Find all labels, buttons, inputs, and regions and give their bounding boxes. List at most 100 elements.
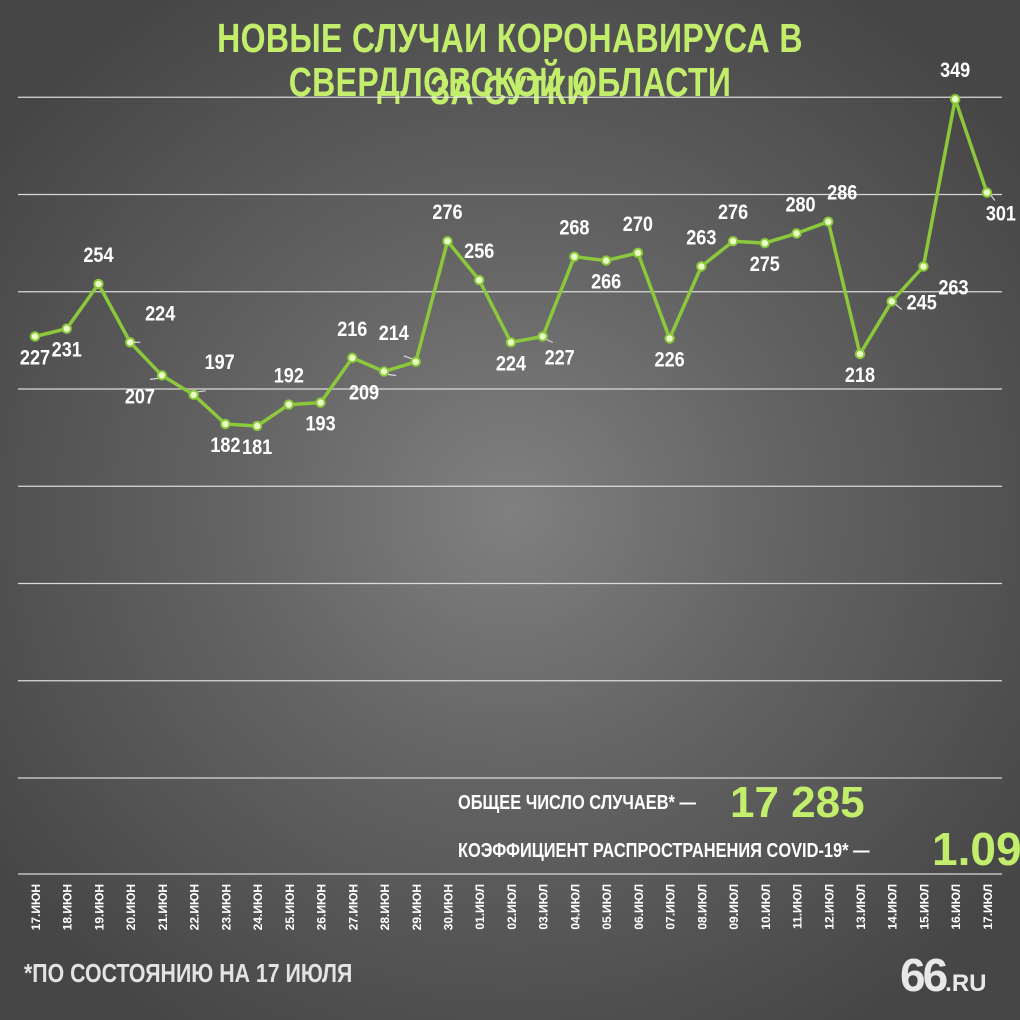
label-leader bbox=[895, 304, 903, 310]
data-label: 276 bbox=[718, 201, 748, 225]
data-point bbox=[854, 348, 866, 360]
x-tick-label: 16.ИЮЛ bbox=[949, 884, 963, 930]
x-tick-label: 06.ИЮЛ bbox=[632, 884, 646, 930]
spread-coefficient-label: КОЭФФИЦИЕНТ РАСПРОСТРАНЕНИЯ COVID-19* — bbox=[458, 840, 870, 862]
label-leader bbox=[403, 355, 412, 360]
data-label: 263 bbox=[686, 226, 716, 250]
data-point bbox=[188, 389, 199, 401]
data-point bbox=[886, 296, 897, 307]
data-label: 214 bbox=[379, 322, 409, 346]
x-tick-label: 04.ИЮЛ bbox=[568, 884, 582, 930]
chart-title-line-2: ЗА СУТКИ bbox=[430, 67, 590, 113]
chart-title-line-1: НОВЫЕ СЛУЧАИ КОРОНАВИРУСА В СВЕРДЛОВСКОЙ… bbox=[217, 15, 803, 105]
data-label: 226 bbox=[655, 348, 685, 372]
label-leader bbox=[990, 195, 996, 201]
data-point bbox=[505, 337, 517, 348]
label-leader bbox=[149, 377, 158, 380]
total-cases-label: ОБЩЕЕ ЧИСЛО СЛУЧАЕВ* — bbox=[458, 792, 696, 814]
x-tick-label: 24.ИЮН bbox=[251, 884, 265, 930]
data-point bbox=[949, 93, 961, 105]
data-point bbox=[474, 274, 485, 286]
data-label: 193 bbox=[306, 412, 336, 436]
data-label: 263 bbox=[938, 276, 968, 300]
x-tick-label: 19.ИЮН bbox=[92, 884, 106, 930]
label-leader bbox=[197, 390, 206, 393]
data-label: 270 bbox=[623, 213, 653, 237]
data-label: 216 bbox=[337, 318, 367, 342]
logo-domain: .RU bbox=[945, 970, 987, 997]
x-tick-label: 05.ИЮЛ bbox=[600, 884, 614, 930]
x-tick-label: 17.ИЮН bbox=[29, 884, 43, 930]
x-tick-label: 18.ИЮН bbox=[61, 884, 75, 930]
data-point bbox=[537, 331, 548, 342]
data-point bbox=[124, 337, 136, 348]
data-label: 181 bbox=[242, 436, 272, 460]
x-tick-label: 02.ИЮЛ bbox=[505, 884, 519, 930]
data-point bbox=[61, 323, 72, 334]
data-point bbox=[283, 399, 295, 410]
data-point bbox=[791, 228, 802, 239]
x-tick-label: 03.ИЮЛ bbox=[537, 884, 551, 930]
x-tick-label: 15.ИЮЛ bbox=[917, 884, 931, 930]
x-tick-label: 22.ИЮН bbox=[188, 884, 202, 930]
data-point bbox=[823, 216, 834, 227]
x-tick-label: 17.ИЮЛ bbox=[981, 884, 995, 930]
logo-number: 66 bbox=[900, 949, 948, 1001]
data-label: 224 bbox=[496, 352, 526, 376]
data-label: 207 bbox=[125, 385, 155, 409]
data-label: 349 bbox=[940, 59, 970, 83]
data-label: 245 bbox=[907, 291, 937, 315]
data-label: 256 bbox=[464, 240, 494, 264]
data-point bbox=[632, 247, 644, 259]
x-tick-label: 08.ИЮЛ bbox=[695, 884, 709, 930]
x-tick-label: 11.ИЮЛ bbox=[791, 884, 805, 929]
data-label: 266 bbox=[591, 270, 621, 294]
x-tick-label: 25.ИЮН bbox=[283, 884, 297, 930]
data-label: 301 bbox=[986, 202, 1016, 226]
data-label: 280 bbox=[785, 193, 815, 217]
x-tick-label: 23.ИЮН bbox=[219, 884, 233, 930]
data-point bbox=[696, 261, 707, 272]
x-tick-label: 07.ИЮЛ bbox=[664, 884, 678, 930]
data-label: 209 bbox=[349, 381, 379, 405]
total-cases-value: 17 285 bbox=[730, 778, 865, 827]
data-point bbox=[981, 187, 993, 198]
x-tick-label: 28.ИЮН bbox=[378, 884, 392, 930]
data-point bbox=[93, 278, 104, 290]
x-tick-label: 09.ИЮЛ bbox=[727, 884, 741, 930]
x-tick-label: 27.ИЮН bbox=[346, 884, 360, 930]
data-point bbox=[156, 370, 168, 381]
x-tick-label: 13.ИЮЛ bbox=[854, 884, 868, 930]
data-label: 218 bbox=[845, 364, 875, 388]
x-tick-label: 14.ИЮЛ bbox=[886, 884, 900, 930]
data-point bbox=[378, 366, 390, 377]
data-point bbox=[220, 418, 231, 430]
data-label: 276 bbox=[432, 201, 462, 225]
data-label: 197 bbox=[205, 351, 235, 375]
data-point bbox=[410, 356, 421, 367]
data-label: 227 bbox=[545, 346, 575, 370]
x-tick-label: 20.ИЮН bbox=[124, 884, 138, 930]
brand-logo[interactable]: 66.RU bbox=[900, 948, 987, 1002]
data-label: 182 bbox=[210, 434, 240, 458]
footnote: *ПО СОСТОЯНИЮ НА 17 ИЮЛЯ bbox=[24, 958, 353, 988]
data-label: 268 bbox=[559, 217, 589, 241]
data-point bbox=[251, 420, 263, 432]
x-tick-label: 26.ИЮН bbox=[315, 884, 329, 930]
data-point bbox=[600, 255, 612, 266]
spread-coefficient-value: 1.09 bbox=[932, 823, 1020, 875]
data-point bbox=[347, 352, 358, 364]
data-label: 254 bbox=[83, 244, 113, 268]
x-tick-label: 29.ИЮН bbox=[410, 884, 424, 930]
x-tick-label: 21.ИЮН bbox=[156, 884, 170, 930]
x-tick-label: 10.ИЮЛ bbox=[759, 884, 773, 930]
x-tick-label: 30.ИЮН bbox=[441, 884, 455, 930]
label-leader bbox=[387, 373, 397, 377]
x-tick-label: 01.ИЮЛ bbox=[473, 884, 487, 930]
data-point bbox=[727, 235, 739, 247]
data-point bbox=[442, 235, 453, 247]
data-point bbox=[918, 261, 929, 272]
data-label: 286 bbox=[827, 182, 857, 206]
data-point bbox=[759, 237, 770, 249]
